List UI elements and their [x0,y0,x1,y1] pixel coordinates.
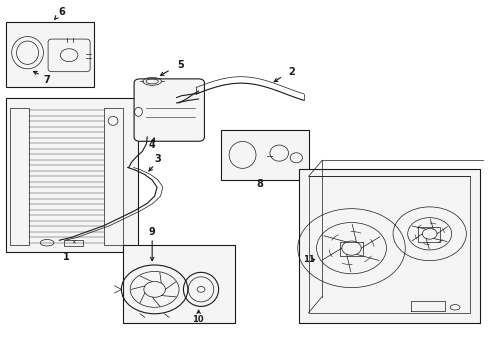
Text: 10: 10 [192,315,203,324]
FancyBboxPatch shape [134,79,204,141]
Text: 3: 3 [155,154,161,164]
Text: 8: 8 [256,179,263,189]
Bar [104,108,123,244]
Text: 7: 7 [44,75,50,85]
Bar [64,240,83,246]
Bar [220,130,309,180]
Bar [299,169,480,323]
Text: 6: 6 [58,7,65,17]
Text: 5: 5 [177,59,184,69]
Bar [418,227,441,242]
Bar [340,242,363,256]
Text: 2: 2 [288,67,295,77]
Bar [5,22,94,87]
Text: 9: 9 [149,227,155,237]
Text: 11: 11 [303,255,315,264]
Text: 4: 4 [149,140,155,150]
Text: ✕: ✕ [71,240,76,246]
Bar [10,108,29,244]
Text: 1: 1 [63,252,70,262]
Bar [5,98,138,252]
Bar [123,244,235,323]
Bar [309,176,470,313]
